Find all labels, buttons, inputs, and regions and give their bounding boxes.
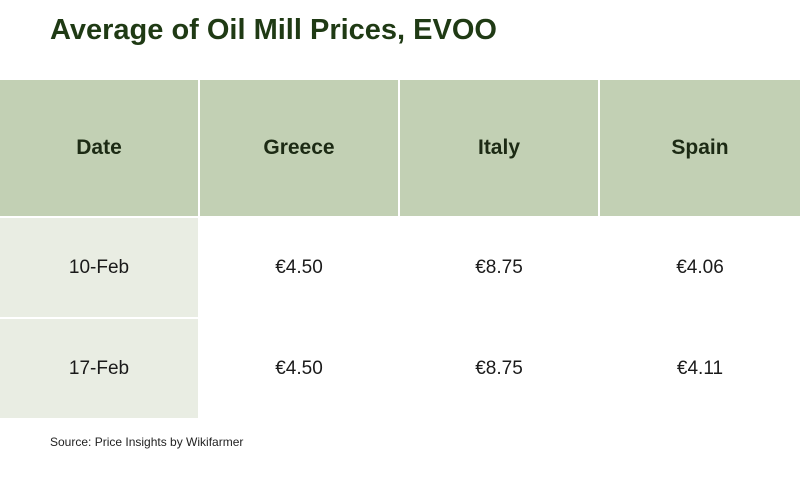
table-row: 17-Feb €4.50 €8.75 €4.11 (0, 319, 800, 420)
column-header: Spain (600, 80, 800, 218)
price-cell: €8.75 (400, 218, 600, 319)
price-cell: €4.50 (200, 218, 400, 319)
header-row: Date Greece Italy Spain (0, 80, 800, 218)
column-header: Italy (400, 80, 600, 218)
price-cell: €4.06 (600, 218, 800, 319)
table: Date Greece Italy Spain 10-Feb €4.50 €8.75 €4.0… (0, 80, 800, 420)
price-cell: €8.75 (400, 319, 600, 420)
price-cell: €4.11 (600, 319, 800, 420)
price-cell: €4.50 (200, 319, 400, 420)
column-header: Date (0, 80, 200, 218)
title: Average of Oil Mill Prices, EVOO (50, 14, 497, 46)
date-cell: 17-Feb (0, 319, 200, 420)
date-cell: 10-Feb (0, 218, 200, 319)
table-row: 10-Feb €4.50 €8.75 €4.06 (0, 218, 800, 319)
source-note: Source: Price Insights by Wikifarmer (50, 435, 244, 449)
column-header: Greece (200, 80, 400, 218)
